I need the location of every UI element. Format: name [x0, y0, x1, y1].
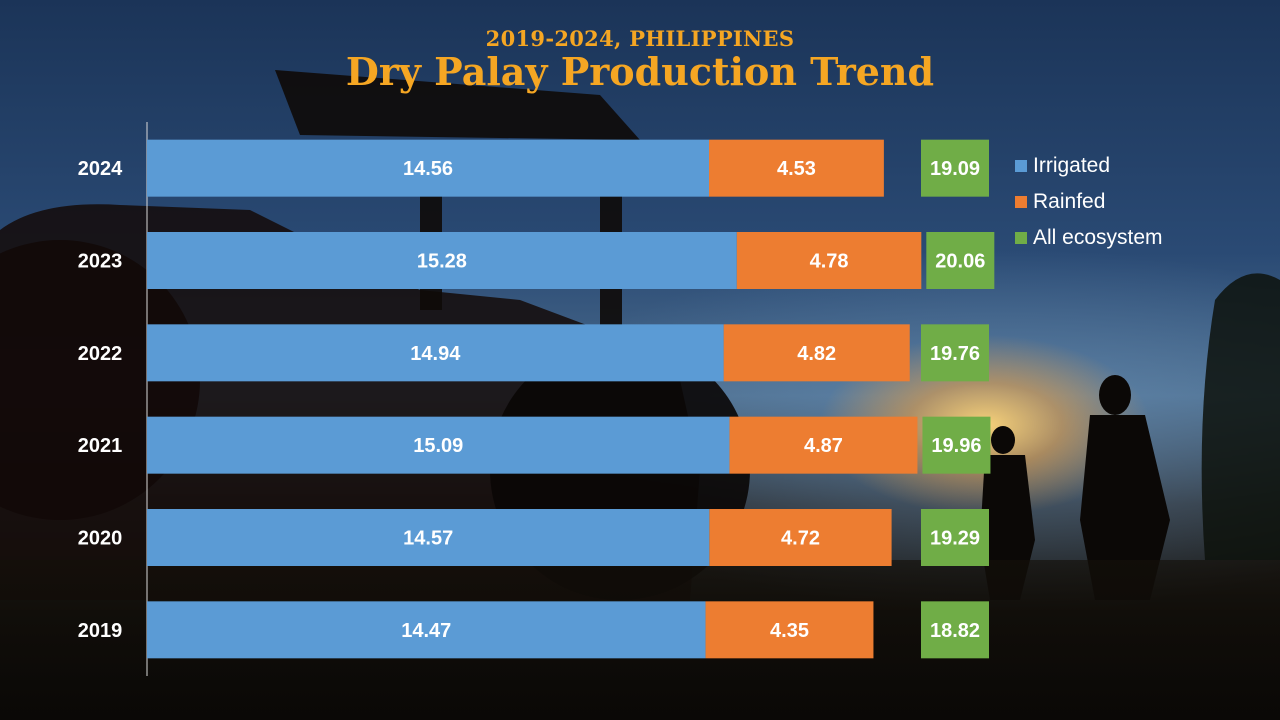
legend-label-rainfed: Rainfed [1033, 190, 1106, 213]
label-irrigated-2022: 14.94 [410, 343, 461, 365]
label-irrigated-2023: 15.28 [417, 251, 467, 273]
label-all-ecosystem-2019: 18.82 [930, 620, 980, 642]
label-all-ecosystem-2022: 19.76 [930, 343, 980, 365]
bar-all-ecosystem-2020 [921, 509, 989, 566]
label-irrigated-2021: 15.09 [413, 435, 463, 457]
bar-irrigated-2019 [147, 601, 706, 659]
bar-all-ecosystem-2021 [922, 416, 991, 474]
chart-subtitle: 2019-2024, PHILIPPINES [485, 26, 795, 51]
label-all-ecosystem-2020: 19.29 [930, 528, 980, 550]
legend-label-irrigated: Irrigated [1033, 154, 1111, 177]
bar-rainfed-2020 [709, 509, 892, 566]
label-all-ecosystem-2021: 19.96 [931, 435, 981, 457]
bar-irrigated-2022 [147, 324, 724, 382]
legend-swatch-rainfed [1015, 196, 1027, 208]
bar-rainfed-2021 [729, 416, 918, 474]
bar-irrigated-2023 [147, 232, 737, 289]
bar-irrigated-2020 [147, 509, 710, 566]
legend-item-all-ecosystem: All ecosystem [1015, 220, 1163, 256]
label-rainfed-2022: 4.82 [797, 343, 836, 365]
label-rainfed-2019: 4.35 [770, 620, 809, 642]
bar-all-ecosystem-2024 [921, 139, 989, 197]
bar-all-ecosystem-2019 [921, 601, 989, 659]
bar-rainfed-2022 [723, 324, 910, 382]
y-tick-label-2023: 2023 [78, 251, 123, 273]
label-rainfed-2021: 4.87 [804, 435, 843, 457]
label-irrigated-2024: 14.56 [403, 158, 453, 180]
legend-item-rainfed: Rainfed [1015, 184, 1163, 220]
chart-legend: Irrigated Rainfed All ecosystem [1015, 148, 1163, 256]
bar-all-ecosystem-2023 [926, 232, 995, 289]
bar-rainfed-2023 [736, 232, 922, 289]
y-tick-label-2021: 2021 [78, 435, 123, 457]
legend-label-all-ecosystem: All ecosystem [1033, 226, 1163, 249]
bar-irrigated-2024 [147, 139, 710, 197]
legend-swatch-irrigated [1015, 160, 1027, 172]
chart-header: 2019-2024, PHILIPPINES Dry Palay Product… [0, 26, 1280, 94]
bar-all-ecosystem-2022 [921, 324, 989, 382]
y-tick-label-2024: 2024 [78, 158, 123, 180]
label-rainfed-2020: 4.72 [781, 528, 820, 550]
label-rainfed-2024: 4.53 [777, 158, 816, 180]
label-irrigated-2019: 14.47 [401, 620, 451, 642]
bar-irrigated-2021 [147, 416, 730, 474]
y-tick-label-2022: 2022 [78, 343, 123, 365]
legend-swatch-all-ecosystem [1015, 232, 1027, 244]
label-rainfed-2023: 4.78 [810, 251, 849, 273]
label-all-ecosystem-2023: 20.06 [935, 251, 985, 273]
bar-rainfed-2024 [709, 139, 884, 197]
label-irrigated-2020: 14.57 [403, 528, 453, 550]
y-tick-label-2020: 2020 [78, 528, 123, 550]
bar-rainfed-2019 [705, 601, 874, 659]
chart-title: Dry Palay Production Trend [345, 49, 935, 94]
label-all-ecosystem-2024: 19.09 [930, 158, 980, 180]
y-tick-label-2019: 2019 [78, 620, 123, 642]
legend-item-irrigated: Irrigated [1015, 148, 1163, 184]
